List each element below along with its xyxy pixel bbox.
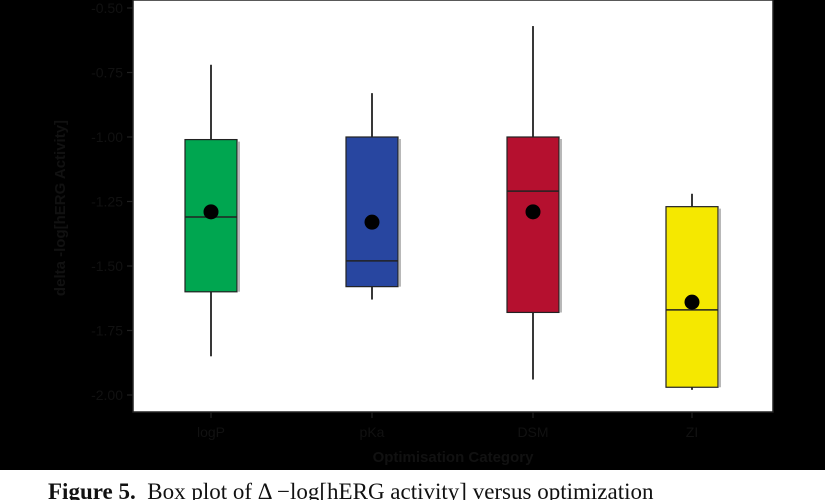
figure-caption: Figure 5. Box plot of Δ −log[hERG activi…	[0, 470, 825, 500]
mean-marker	[364, 214, 380, 230]
box-pka	[345, 93, 401, 300]
mean-marker	[525, 204, 541, 220]
y-tick-label: -1.75	[91, 323, 123, 339]
mean-marker	[684, 294, 700, 310]
x-tick-label: ZI	[686, 424, 698, 440]
iqr-box	[506, 136, 560, 314]
caption-text: Figure 5. Box plot of Δ −log[hERG activi…	[48, 479, 653, 500]
x-tick-label: logP	[197, 424, 225, 440]
box-logp	[184, 64, 240, 357]
x-tick-label: DSM	[517, 424, 548, 440]
mean-marker	[203, 204, 219, 220]
iqr-box	[345, 136, 399, 288]
y-axis-label: delta -log[hERG Activity]	[52, 120, 69, 296]
y-tick-label: -1.00	[91, 129, 123, 145]
y-axis: -0.50 -0.75 -1.00 -1.25 -1.50 -1.75 -2.00	[91, 0, 133, 403]
caption-body: Box plot of Δ −log[hERG activity] versus…	[147, 479, 654, 500]
box-zi	[665, 193, 721, 390]
caption-label: Figure 5.	[48, 479, 136, 500]
y-tick-label: -0.50	[91, 0, 123, 16]
x-tick-label: pKa	[360, 424, 385, 440]
boxes	[184, 26, 721, 390]
box-dsm	[506, 26, 562, 380]
y-tick-label: -1.50	[91, 258, 123, 274]
y-tick-label: -0.75	[91, 65, 123, 81]
x-axis-label: Optimisation Category	[373, 449, 535, 466]
x-axis: logP pKa DSM ZI	[197, 412, 698, 440]
y-tick-label: -1.25	[91, 194, 123, 210]
y-tick-label: -2.00	[91, 387, 123, 403]
